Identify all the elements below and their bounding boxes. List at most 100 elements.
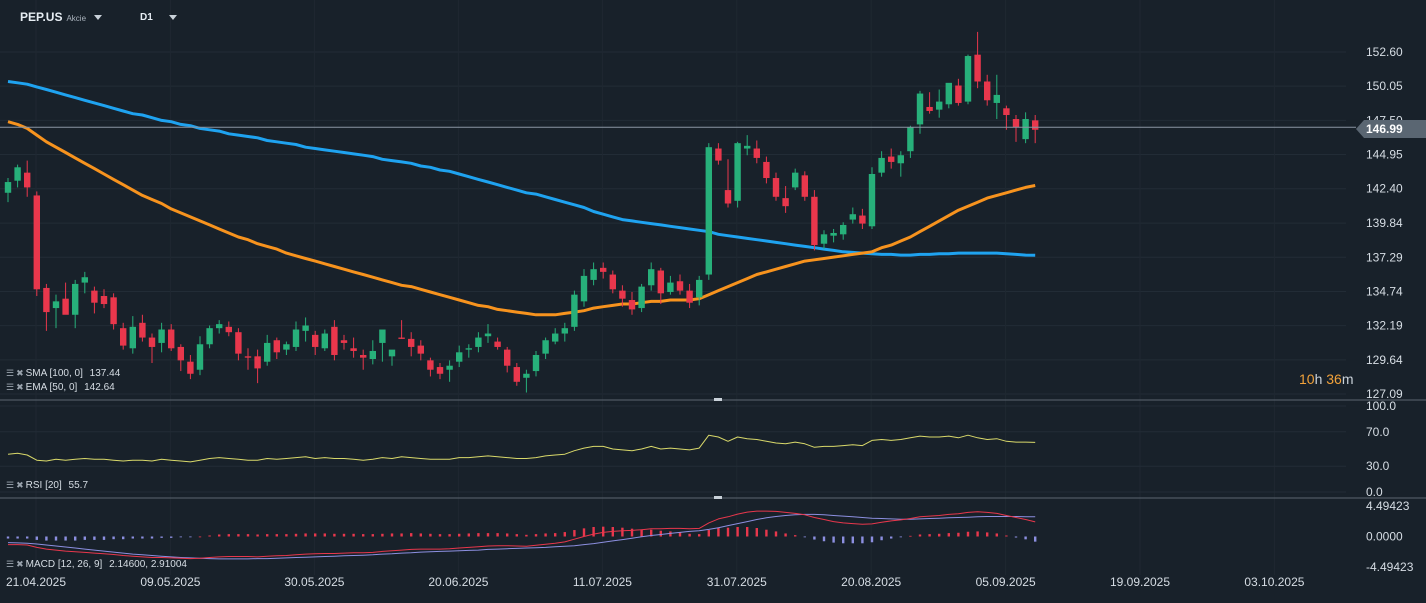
candle-body — [484, 333, 492, 337]
candle — [849, 207, 856, 224]
macd-histogram-bar — [928, 534, 931, 537]
candle — [1012, 115, 1020, 142]
macd-histogram-bar — [477, 533, 480, 537]
candle — [609, 270, 616, 294]
close-icon[interactable]: ✖ — [16, 559, 24, 569]
settings-icon[interactable]: ☰ — [6, 368, 15, 378]
macd-histogram-bar — [554, 533, 557, 537]
candle — [43, 283, 50, 331]
candle-body — [465, 348, 472, 350]
price-tick-label: 152.60 — [1366, 45, 1403, 59]
macd-histogram-bar — [218, 534, 221, 537]
candle — [772, 172, 780, 201]
ema-indicator-label[interactable]: ☰ ✖ EMA [50, 0] 142.64 — [6, 382, 115, 393]
candle — [955, 78, 962, 106]
macd-histogram-bar — [986, 532, 989, 537]
candle-body — [1012, 119, 1020, 128]
ema-50-line — [7, 120, 1036, 317]
candle — [196, 336, 204, 376]
macd-histogram-bar — [227, 534, 230, 537]
panel-resize-handle — [714, 496, 722, 499]
candle-body — [897, 155, 904, 164]
candle-countdown: 10h 36m — [1299, 371, 1354, 387]
candle-body — [552, 333, 559, 342]
candle-body — [801, 175, 808, 197]
macd-indicator-label[interactable]: ☰ ✖ MACD [12, 26, 9] 2.14600, 2.91004 — [6, 559, 187, 570]
time-tick-label: 19.09.2025 — [1110, 575, 1170, 589]
candle-body — [782, 198, 789, 207]
macd-histogram-bar — [496, 533, 499, 537]
price-tick-label: 134.74 — [1366, 284, 1403, 298]
macd-histogram-bar — [400, 533, 403, 537]
settings-icon[interactable]: ☰ — [6, 382, 15, 392]
candle-body — [369, 350, 376, 360]
close-icon[interactable]: ✖ — [16, 480, 24, 490]
macd-histogram-bar — [275, 534, 278, 537]
candle-body — [878, 157, 885, 173]
time-tick-label: 20.08.2025 — [841, 575, 901, 589]
macd-histogram-bar — [150, 536, 154, 539]
sma-indicator-label[interactable]: ☰ ✖ SMA [100, 0] 137.44 — [6, 368, 120, 379]
candle-body — [254, 356, 261, 369]
settings-icon[interactable]: ☰ — [6, 480, 15, 490]
candle-body — [331, 326, 338, 355]
current-price-tag: 146.99 — [1356, 120, 1426, 138]
macd-histogram-bar — [141, 536, 144, 539]
candle-body — [33, 195, 40, 290]
rsi-value: 55.7 — [68, 480, 89, 491]
candle — [542, 337, 549, 360]
candle-body — [696, 279, 703, 298]
candle-body — [705, 147, 712, 275]
candle-body — [235, 332, 242, 354]
candle — [619, 285, 626, 307]
close-icon[interactable]: ✖ — [16, 382, 24, 392]
candle-body — [734, 143, 741, 201]
macd-tick-label: -4.49423 — [1366, 560, 1414, 574]
rsi-tick-label: 100.0 — [1366, 399, 1396, 413]
candle — [484, 324, 492, 343]
macd-histogram-bar — [198, 536, 202, 538]
candle-body — [187, 361, 194, 374]
candle — [177, 344, 184, 372]
settings-icon[interactable]: ☰ — [6, 559, 15, 569]
macd-histogram-bar — [765, 529, 768, 537]
time-tick-label: 30.05.2025 — [284, 575, 344, 589]
candle-body — [427, 360, 434, 370]
candle — [868, 167, 876, 229]
macd-histogram-bar — [947, 533, 950, 537]
timeframe-selector[interactable]: D1 — [140, 12, 177, 23]
rsi-indicator-label[interactable]: ☰ ✖ RSI [20] 55.7 — [6, 480, 88, 491]
close-icon[interactable]: ✖ — [16, 368, 24, 378]
candle — [427, 357, 434, 377]
macd-histogram-bar — [602, 526, 605, 537]
candle-body — [129, 326, 136, 349]
candle-body — [1022, 119, 1029, 140]
macd-histogram-bar — [621, 527, 624, 537]
macd-histogram-bar — [45, 536, 48, 541]
candle-body — [523, 373, 530, 378]
candle-body — [859, 215, 866, 224]
candle — [926, 92, 933, 114]
macd-signal-line — [7, 513, 1036, 560]
candle-body — [667, 282, 674, 292]
candle — [830, 228, 837, 243]
candle-body — [580, 275, 588, 302]
candle — [715, 143, 722, 165]
macd-histogram-bar — [1024, 536, 1027, 540]
countdown-m-unit: m — [1341, 371, 1354, 387]
candle — [436, 363, 444, 380]
candle-body — [72, 283, 79, 315]
countdown-hours: 10 — [1299, 371, 1315, 387]
candle-body — [360, 354, 367, 358]
macd-name: MACD [12, 26, 9] — [25, 559, 103, 570]
candle-body — [849, 214, 856, 220]
symbol-selector[interactable]: PEP.US Akcie — [20, 10, 103, 24]
macd-histogram-bar — [333, 533, 336, 537]
macd-histogram-bar — [899, 536, 902, 538]
macd-histogram-bar — [362, 534, 365, 537]
rsi-name: RSI [20] — [25, 480, 62, 491]
candle — [264, 334, 271, 366]
candle — [792, 168, 799, 191]
